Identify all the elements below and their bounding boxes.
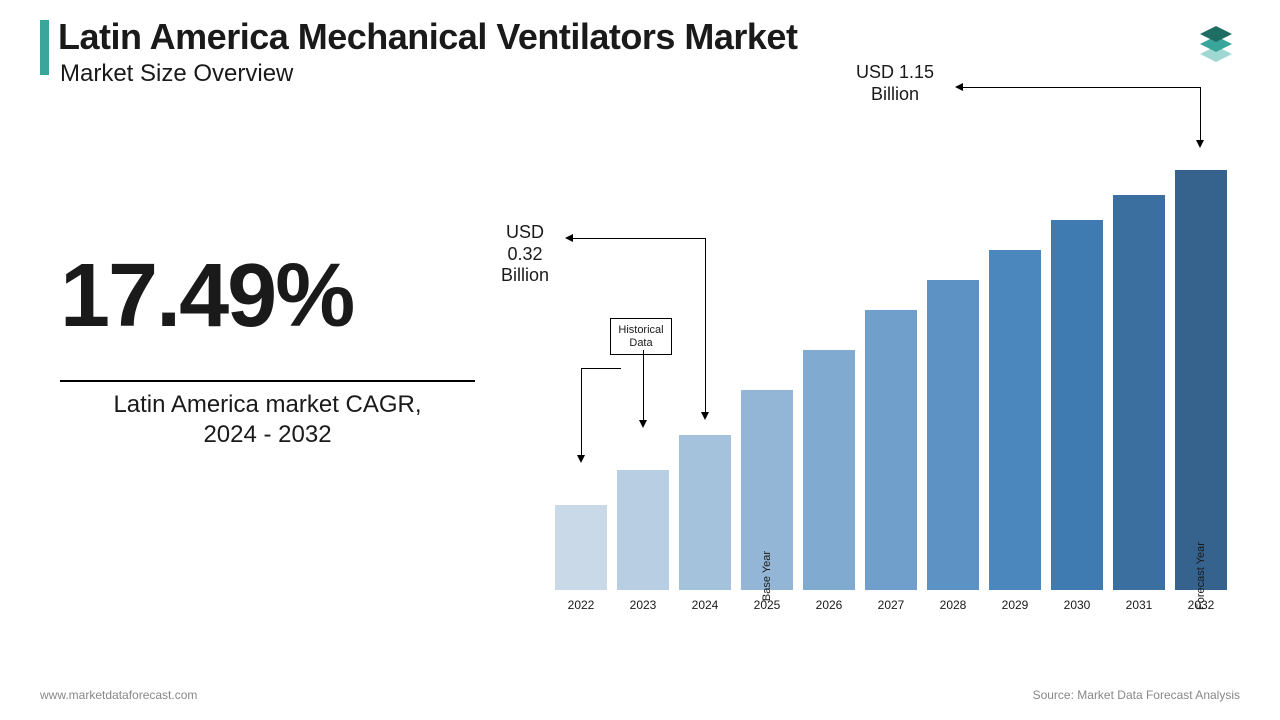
footer-website: www.marketdataforecast.com — [40, 688, 197, 702]
chart-bar-fill — [679, 435, 731, 590]
chart-bar-fill — [927, 280, 979, 590]
chart-x-label: 2031 — [1113, 598, 1165, 612]
chart-bar: 2022 — [555, 505, 607, 590]
chart-inbar-label: Base Year — [761, 551, 773, 601]
chart-bar: 2024 — [679, 435, 731, 590]
chart-x-label: 2030 — [1051, 598, 1103, 612]
chart-bar: 2029 — [989, 250, 1041, 590]
chart-bar-fill — [1051, 220, 1103, 590]
chart-bar-fill — [803, 350, 855, 590]
cagr-caption-line2: 2024 - 2032 — [203, 421, 331, 448]
chart-bar: 2028 — [927, 280, 979, 590]
page-subtitle: Market Size Overview — [60, 60, 293, 88]
chart-x-label: 2022 — [555, 598, 607, 612]
callout-end-value: USD 1.15 Billion — [840, 62, 950, 105]
footer-source: Source: Market Data Forecast Analysis — [1033, 688, 1240, 702]
chart-bar-fill — [555, 505, 607, 590]
chart-bar: 2032Forecast Year — [1175, 170, 1227, 590]
market-size-bar-chart: 2022202320242025Base Year202620272028202… — [555, 130, 1235, 620]
chart-bar-fill — [865, 310, 917, 590]
chart-bar: 2027 — [865, 310, 917, 590]
cagr-percentage: 17.49% — [60, 245, 353, 348]
chart-bar-fill — [1113, 195, 1165, 590]
cagr-caption: Latin America market CAGR, 2024 - 2032 — [60, 390, 475, 450]
stacked-layers-icon — [1192, 18, 1240, 66]
chart-bar: 2031 — [1113, 195, 1165, 590]
callout-start-value: USD 0.32 Billion — [490, 222, 560, 287]
chart-inbar-label: Forecast Year — [1195, 542, 1207, 610]
chart-x-label: 2023 — [617, 598, 669, 612]
chart-bar-fill — [1175, 170, 1227, 590]
chart-x-label: 2024 — [679, 598, 731, 612]
chart-x-label: 2029 — [989, 598, 1041, 612]
chart-x-label: 2026 — [803, 598, 855, 612]
chart-bar-fill — [617, 470, 669, 590]
brand-logo — [1192, 18, 1240, 66]
chart-bar: 2025Base Year — [741, 390, 793, 590]
chart-x-label: 2027 — [865, 598, 917, 612]
title-accent-bar — [40, 20, 49, 75]
cagr-caption-line1: Latin America market CAGR, — [113, 391, 421, 418]
chart-bar-fill — [989, 250, 1041, 590]
chart-bar: 2023 — [617, 470, 669, 590]
chart-bars-container: 2022202320242025Base Year202620272028202… — [555, 160, 1235, 590]
divider-line — [60, 380, 475, 382]
chart-bar: 2026 — [803, 350, 855, 590]
page-title: Latin America Mechanical Ventilators Mar… — [58, 16, 797, 58]
chart-bar: 2030 — [1051, 220, 1103, 590]
chart-x-label: 2028 — [927, 598, 979, 612]
